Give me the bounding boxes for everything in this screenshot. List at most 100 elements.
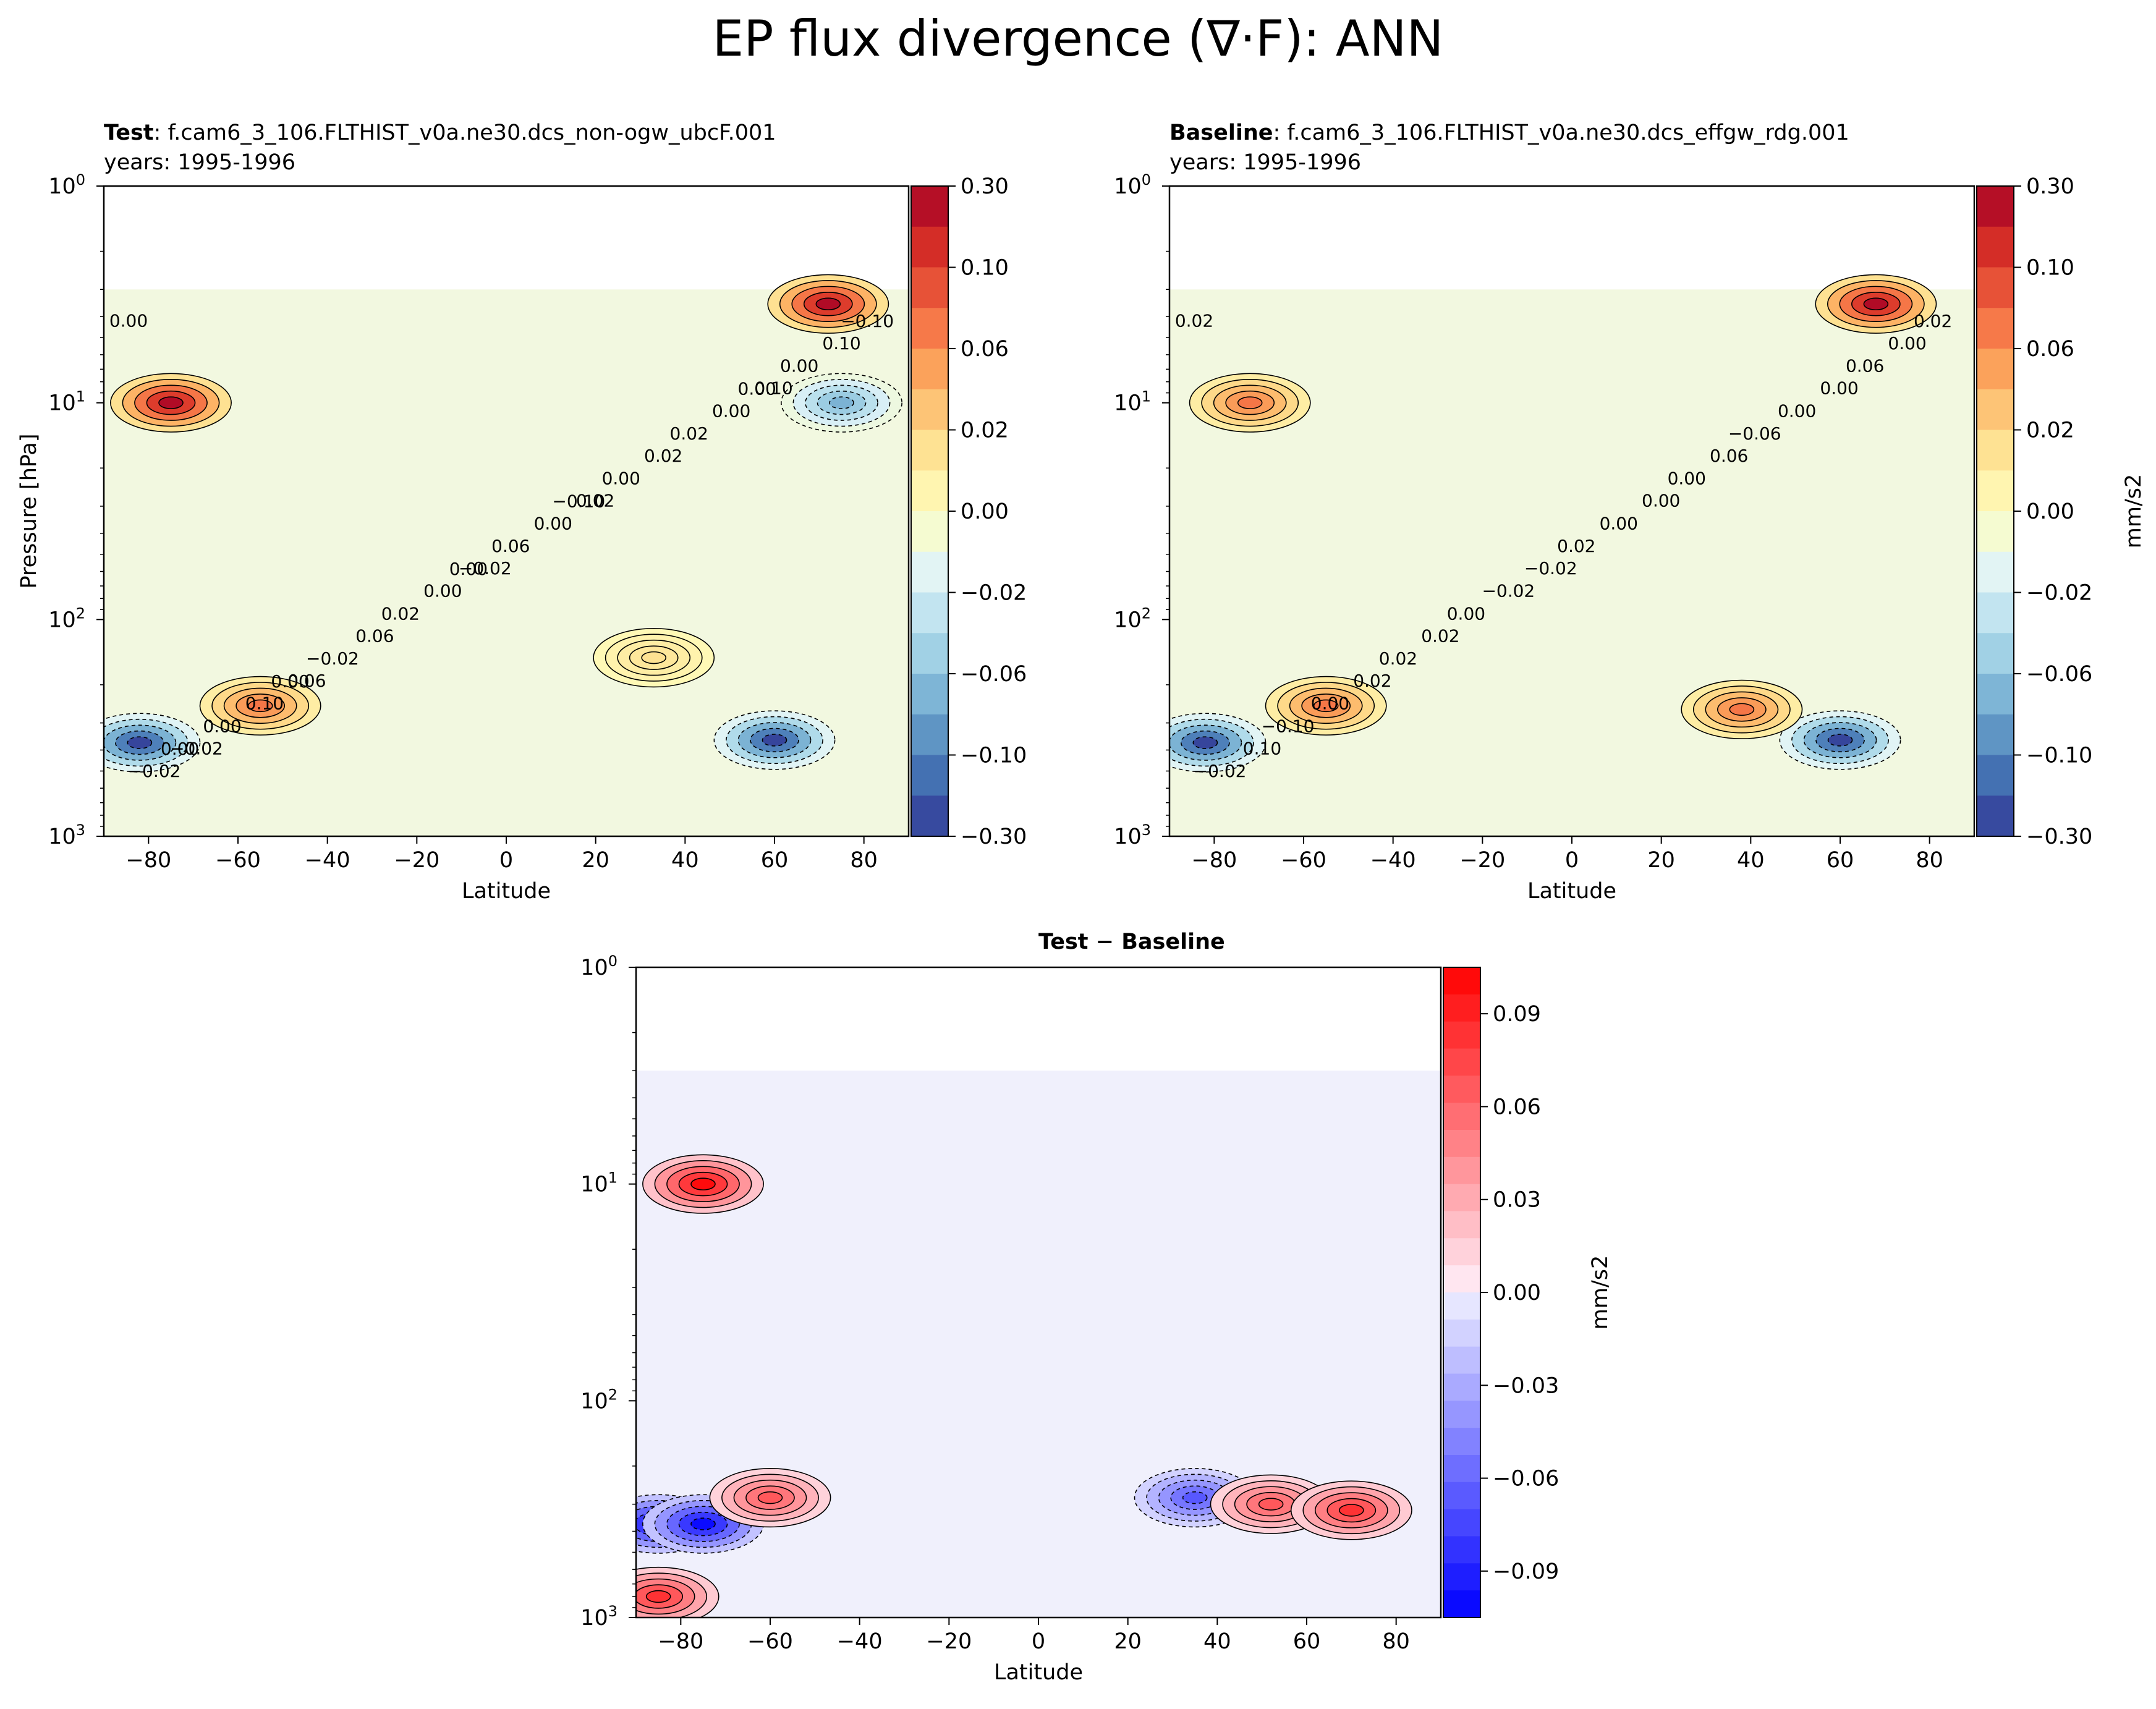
test-ytick-label: 100 [48,171,85,199]
diff-colorbar-band [1443,1103,1480,1130]
diff-colorbar-tick-label: 0.09 [1493,1002,1541,1027]
test-colorbar-tick-label: 0.02 [961,418,1009,443]
diff-feature-2-band-4 [690,1517,716,1530]
baseline-colorbar-band [1977,389,2014,430]
diff-feature-6 [1290,1480,1412,1540]
baseline-contour-label: 0.00 [1642,491,1680,511]
diff-xtick-label: 0 [1032,1629,1045,1654]
test-feature-1 [767,274,889,334]
diff-feature-5-band-4 [1258,1498,1284,1511]
diff-feature-3 [709,1467,831,1528]
baseline-feature-4-band-4 [1313,699,1339,713]
baseline-contour-label: 0.00 [1668,469,1706,489]
test-contour-labels: 0.000.020.060.10−0.02−0.020.020.060.100.… [109,310,894,781]
baseline-contour-label: 0.00 [1447,603,1485,624]
baseline-contour-label: 0.02 [1421,626,1459,646]
diff-title-bold: Test − Baseline [1038,930,1225,954]
diff-colorbar-band [1443,1455,1480,1483]
test-contour-label: 0.00 [271,671,309,692]
diff-title: Test − Baseline [1038,930,1225,954]
diff-colorbar-band [1443,1238,1480,1266]
baseline-feature-0-band-4 [1237,396,1263,409]
baseline-colorbar-band [1977,470,2014,512]
diff-ytick-label: 100 [580,952,618,980]
test-contour-label: 0.10 [245,693,284,714]
baseline-feature-5 [1681,679,1803,739]
diff-colorbar-band [1443,1509,1480,1537]
test-feature-5 [593,627,715,688]
baseline-contour-label: 0.02 [1914,311,1952,331]
diff-xtick-label: 60 [1293,1629,1321,1654]
diff-feature-0-band-4 [690,1177,716,1190]
baseline-title-run: : f.cam6_3_106.FLTHIST_v0a.ne30.dcs_effg… [1273,121,1849,145]
baseline-xtick-label: 40 [1737,848,1765,873]
baseline-contour-label: −0.06 [1728,423,1781,444]
test-xtick-label: 40 [671,848,699,873]
baseline-xtick-label: 60 [1827,848,1854,873]
diff-colorbar-band [1443,1536,1480,1564]
test-title: Test: f.cam6_3_106.FLTHIST_v0a.ne30.dcs_… [104,121,776,145]
diff-ytick-label: 101 [580,1169,618,1197]
baseline-colorbar-band [1977,308,2014,349]
baseline-feature-2 [1169,713,1267,773]
baseline-xtick-label: −60 [1281,848,1326,873]
baseline-colorbar-tick-label: 0.30 [2026,174,2074,199]
baseline-colorbar-tick-label: −0.06 [2026,662,2092,687]
diff-xtick-label: −80 [658,1629,703,1654]
test-contour-label: −0.02 [459,558,512,579]
diff-colorbar-band [1443,1130,1480,1158]
test-feature-6 [781,373,902,433]
test-contour-label: 0.06 [355,626,394,646]
test-contour-label: 0.02 [670,423,708,444]
test-feature-3-band-4 [762,734,787,747]
diff-colorbar-tick-label: −0.03 [1493,1373,1559,1398]
baseline-contour-label: 0.00 [1600,513,1638,533]
diff-feature-6-band-4 [1339,1504,1364,1517]
test-colorbar-band [911,308,948,349]
test-contour-label: 0.00 [534,513,572,533]
test-contour-label: 0.02 [381,603,420,624]
test-colorbar-tick-label: −0.10 [961,744,1027,768]
test-title-bold: Test [104,121,154,145]
test-contour-label: 0.10 [754,378,792,399]
baseline-subtitle: years: 1995-1996 [1169,150,1361,175]
baseline-feature-0 [1189,373,1311,433]
test-feature-3 [713,710,836,770]
baseline-title: Baseline: f.cam6_3_106.FLTHIST_v0a.ne30.… [1169,121,1849,145]
diff-colorbar-band [1443,1075,1480,1103]
diff-colorbar-band [1443,1346,1480,1374]
baseline-contour-label: 0.00 [1888,333,1926,354]
test-contour-label: 0.02 [644,446,682,466]
test-title-run: : f.cam6_3_106.FLTHIST_v0a.ne30.dcs_non-… [154,121,776,145]
test-xtick-label: −60 [215,848,261,873]
test-feature-4 [199,676,321,736]
baseline-colorbar-tick-label: −0.30 [2026,825,2092,849]
baseline-contour-label: 0.00 [1820,378,1858,399]
test-colorbar-band [911,551,948,593]
test-ytick-label: 102 [48,604,85,632]
test-contour-label: 0.06 [491,536,530,556]
diff-field [636,1071,1441,1618]
baseline-ytick-label: 102 [1114,604,1151,632]
baseline-feature-1-band-4 [1863,297,1889,311]
diff-feature-3-band-4 [757,1491,783,1504]
test-xtick-label: 20 [582,848,609,873]
diff-xtick-label: −40 [837,1629,883,1654]
test-colorbar-band [911,633,948,674]
baseline-contour-label: 0.10 [1243,738,1281,758]
diff-colorbar-band [1443,1319,1480,1347]
test-contour-label: −0.02 [128,761,181,781]
baseline-colorbar-band [1977,226,2014,268]
test-feature-2 [104,713,201,773]
baseline-colorbar-band [1977,551,2014,593]
diff-colorbar-band [1443,1265,1480,1293]
baseline-xlabel: Latitude [1527,879,1616,904]
baseline-colorbar-band [1977,633,2014,674]
baseline-colorbar-band [1977,349,2014,390]
diff-feature-4-band-4 [1182,1491,1208,1504]
baseline-xtick-label: −80 [1191,848,1237,873]
test-feature-4-band-4 [247,699,273,713]
baseline-xtick-label: 80 [1916,848,1943,873]
baseline-colorbar-label: mm/s2 [2121,474,2146,548]
test-subtitle: years: 1995-1996 [104,150,295,175]
